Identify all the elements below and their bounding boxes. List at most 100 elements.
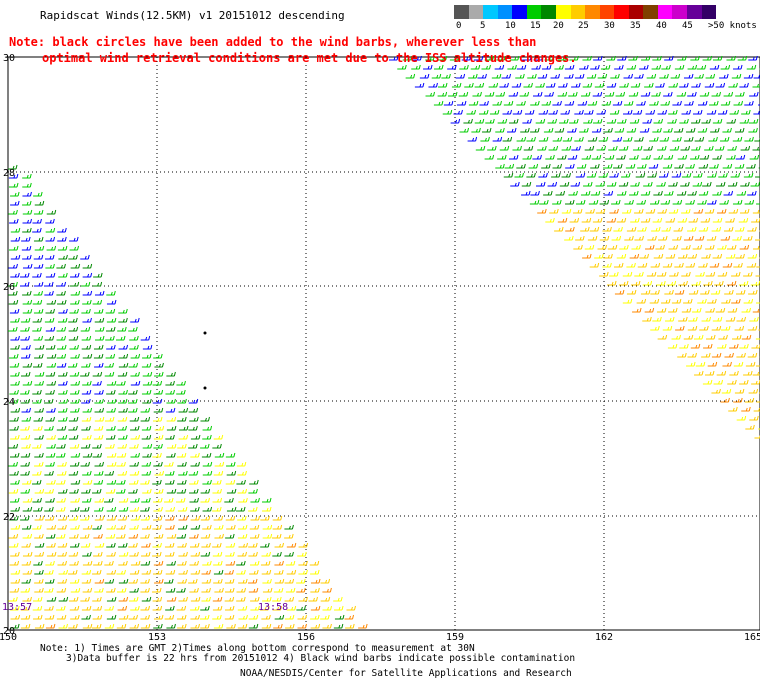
scale-swatch [701,5,717,19]
wind-barb [212,443,222,449]
wind-barb [22,200,32,206]
wind-barb [571,145,581,151]
wind-barb [58,407,68,413]
wind-barb [153,497,163,503]
wind-barb [93,434,104,440]
wind-barb [516,136,527,142]
wind-barb [743,172,754,178]
wind-barb [603,253,613,259]
wind-barb [272,515,283,521]
wind-barb [297,551,307,557]
wind-barb [224,596,235,602]
wind-barb [583,118,593,124]
wind-barb [564,235,574,241]
wind-barb [117,416,128,422]
wind-barb [92,443,102,449]
wind-barb [153,461,163,467]
wind-barb [736,352,746,358]
wind-barb [33,263,44,269]
wind-barb [152,587,162,593]
wind-barb [693,334,704,340]
wind-barb [710,127,720,133]
wind-barb [601,100,612,106]
footnote-line-2: 3)Data buffer is 22 hrs from 20151012 4)… [66,653,576,664]
wind-barb [46,353,57,359]
wind-barb [45,326,56,332]
wind-barb [82,407,93,413]
wind-barb [632,145,643,151]
wind-barb [701,316,712,322]
wind-barb [22,173,32,179]
wind-barb [46,551,57,557]
wind-barb [642,118,652,124]
wind-barb [508,154,519,160]
wind-barb [21,353,31,359]
wind-barb [178,596,188,602]
wind-barb [190,515,201,521]
wind-barb [587,136,598,142]
wind-barb [677,217,688,223]
wind-barb [610,73,620,79]
wind-barb [21,236,31,242]
wind-barb [622,298,633,304]
wind-barb [543,190,553,196]
wind-barb [705,271,716,277]
wind-barb [33,362,43,368]
wind-barb [189,542,200,548]
wind-barb [614,127,625,133]
wind-barb [758,104,760,106]
wind-barb [711,388,721,394]
wind-barb [687,91,697,97]
wind-barb [661,64,671,70]
wind-barb [82,353,93,359]
wind-barb [190,461,200,467]
wind-barb [442,109,453,115]
wind-barb [673,226,684,232]
wind-barb [176,488,187,494]
wind-barb [647,172,657,178]
wind-barb [57,461,67,467]
wind-barb [561,145,572,151]
wind-barb [712,253,723,259]
scale-swatch [657,5,673,19]
wind-barb [68,362,78,368]
wind-barb [8,173,19,179]
wind-barb [599,235,610,241]
wind-barb [118,317,128,323]
wind-barb [522,55,532,61]
wind-barb [458,91,469,97]
wind-barb [20,605,31,611]
wind-barb [286,569,297,575]
wind-barb [56,605,66,611]
wind-barb [652,316,662,322]
wind-barb [736,190,747,196]
wind-barb [261,551,271,557]
wind-barb [70,479,81,485]
wind-barb [599,271,609,277]
wind-barb [166,533,177,539]
wind-barb [492,136,503,142]
wind-barb [153,506,163,512]
wind-barb [715,145,725,151]
wind-barb [667,343,678,349]
wind-barb [656,181,666,187]
wind-barb [56,506,66,512]
wind-barb [511,82,522,88]
wind-barb [128,578,139,584]
wind-barb [45,227,56,233]
wind-barb [711,352,722,358]
wind-barb [672,136,682,142]
wind-barb [735,154,746,160]
wind-barb [646,271,657,277]
wind-barb [592,91,603,97]
wind-barb [715,82,726,88]
wind-barb [44,587,54,593]
wind-barb [94,506,104,512]
wind-barb [116,452,127,458]
wind-barb [524,109,535,115]
wind-barb [623,109,633,115]
wind-barb [260,542,270,548]
wind-barb [58,389,68,395]
wind-barb [68,416,79,422]
